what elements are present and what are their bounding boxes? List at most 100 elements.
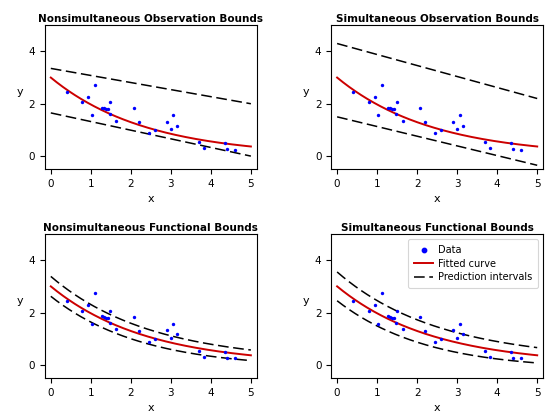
Point bbox=[150, 126, 159, 133]
Point bbox=[112, 117, 121, 124]
Point bbox=[134, 328, 143, 335]
Point bbox=[88, 111, 97, 118]
Point bbox=[106, 98, 115, 105]
Point bbox=[349, 297, 358, 304]
Point bbox=[455, 111, 464, 118]
Point bbox=[421, 328, 430, 335]
Point bbox=[91, 81, 100, 88]
Point bbox=[390, 106, 399, 113]
Y-axis label: y: y bbox=[303, 87, 310, 97]
Point bbox=[416, 105, 424, 111]
Point bbox=[97, 104, 106, 111]
Point bbox=[100, 105, 109, 111]
Point bbox=[103, 106, 112, 113]
Title: Simultaneous Observation Bounds: Simultaneous Observation Bounds bbox=[335, 14, 539, 24]
Point bbox=[449, 118, 458, 125]
Point bbox=[386, 313, 395, 320]
Point bbox=[392, 98, 401, 105]
Point bbox=[230, 146, 239, 153]
Point bbox=[134, 119, 143, 126]
Point bbox=[388, 315, 396, 321]
Point bbox=[459, 122, 468, 129]
Point bbox=[370, 93, 379, 100]
X-axis label: x: x bbox=[147, 194, 154, 205]
Point bbox=[388, 106, 396, 113]
Point bbox=[516, 146, 525, 153]
Point bbox=[392, 111, 401, 118]
Point bbox=[199, 144, 208, 151]
Y-axis label: y: y bbox=[17, 296, 24, 306]
Title: Nonsimultaneous Functional Bounds: Nonsimultaneous Functional Bounds bbox=[44, 223, 258, 233]
Point bbox=[516, 355, 525, 362]
Point bbox=[436, 126, 445, 133]
Point bbox=[421, 119, 430, 126]
Point bbox=[390, 315, 399, 321]
Y-axis label: y: y bbox=[17, 87, 24, 97]
Point bbox=[507, 349, 516, 355]
Point bbox=[63, 297, 72, 304]
Point bbox=[508, 354, 517, 361]
Point bbox=[365, 99, 374, 105]
Point bbox=[222, 354, 231, 361]
Point bbox=[91, 290, 100, 297]
Point bbox=[452, 126, 461, 132]
Point bbox=[199, 353, 208, 360]
Point bbox=[100, 313, 109, 320]
Point bbox=[455, 320, 464, 327]
Point bbox=[106, 320, 115, 326]
Point bbox=[162, 118, 171, 125]
Point bbox=[508, 146, 517, 152]
Point bbox=[221, 349, 230, 355]
Point bbox=[507, 139, 516, 146]
Point bbox=[486, 353, 495, 360]
Point bbox=[452, 335, 461, 341]
Point bbox=[374, 111, 383, 118]
Point bbox=[416, 313, 424, 320]
Point bbox=[78, 99, 87, 105]
Point bbox=[384, 104, 393, 111]
Point bbox=[349, 89, 358, 95]
Title: Simultaneous Functional Bounds: Simultaneous Functional Bounds bbox=[340, 223, 534, 233]
X-axis label: x: x bbox=[434, 194, 441, 205]
Point bbox=[480, 347, 489, 354]
Point bbox=[144, 338, 153, 345]
Point bbox=[459, 331, 468, 338]
Point bbox=[384, 313, 393, 320]
Point bbox=[230, 355, 239, 362]
Point bbox=[374, 320, 383, 327]
Point bbox=[377, 81, 386, 88]
Point bbox=[103, 315, 112, 321]
Point bbox=[194, 347, 203, 354]
Point bbox=[78, 307, 87, 314]
Point bbox=[449, 327, 458, 334]
Point bbox=[144, 129, 153, 136]
Point bbox=[162, 327, 171, 334]
Point bbox=[221, 139, 230, 146]
Point bbox=[486, 144, 495, 151]
X-axis label: x: x bbox=[147, 403, 154, 413]
Point bbox=[106, 307, 115, 314]
Point bbox=[112, 326, 121, 333]
Point bbox=[129, 313, 138, 320]
Point bbox=[97, 313, 106, 320]
Point bbox=[88, 320, 97, 327]
Point bbox=[166, 126, 175, 132]
Point bbox=[436, 335, 445, 342]
Point bbox=[166, 335, 175, 341]
Point bbox=[172, 122, 181, 129]
Point bbox=[392, 320, 401, 326]
Point bbox=[377, 290, 386, 297]
Point bbox=[172, 331, 181, 338]
Point bbox=[169, 111, 178, 118]
Point bbox=[398, 117, 407, 124]
Point bbox=[194, 139, 203, 145]
Legend: Data, Fitted curve, Prediction intervals: Data, Fitted curve, Prediction intervals bbox=[408, 239, 538, 288]
Point bbox=[84, 93, 93, 100]
Point bbox=[480, 139, 489, 145]
Point bbox=[430, 338, 439, 345]
Point bbox=[106, 111, 115, 118]
Point bbox=[398, 326, 407, 333]
Point bbox=[386, 105, 395, 111]
Point bbox=[365, 307, 374, 314]
Point bbox=[169, 320, 178, 327]
